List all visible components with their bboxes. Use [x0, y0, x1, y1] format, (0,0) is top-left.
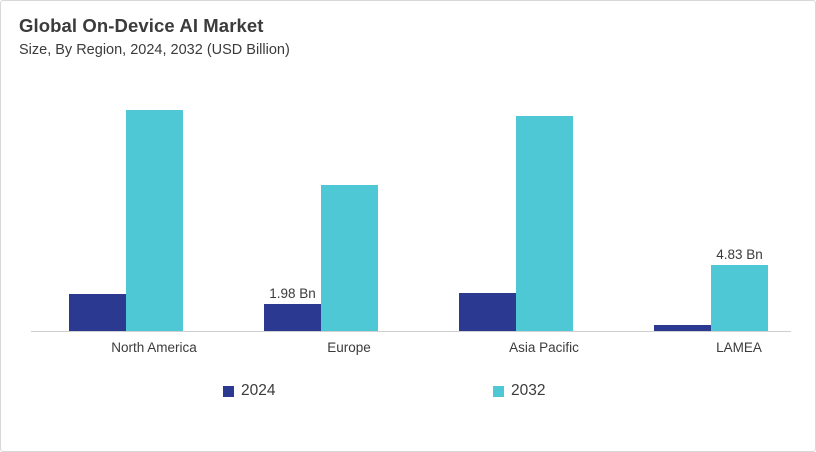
bar-value-label: 4.83 Bn: [716, 247, 763, 262]
chart-header: Global On-Device AI Market Size, By Regi…: [19, 14, 719, 61]
bar-group-lamea: 4.83 Bn: [644, 91, 815, 331]
legend-item-2024[interactable]: 2024: [223, 379, 275, 403]
chart-legend: 2024 2032: [1, 379, 815, 403]
legend-item-2032[interactable]: 2032: [493, 379, 545, 403]
legend-label: 2024: [241, 382, 276, 400]
bar-value-label: 1.98 Bn: [269, 286, 316, 301]
bar-europe-2032[interactable]: [321, 185, 378, 331]
legend-label: 2032: [511, 382, 546, 400]
chart-subtitle: Size, By Region, 2024, 2032 (USD Billion…: [19, 42, 290, 58]
category-label-asia-pacific: Asia Pacific: [509, 340, 579, 355]
bar-asia-pacific-2032[interactable]: [516, 116, 573, 331]
bar-north-america-2032[interactable]: [126, 110, 183, 331]
bar-north-america-2024[interactable]: [69, 294, 126, 331]
bar-lamea-2032[interactable]: 4.83 Bn: [711, 247, 768, 331]
category-label-europe: Europe: [327, 340, 371, 355]
chart-title: Global On-Device AI Market: [19, 15, 264, 36]
bar-europe-2024[interactable]: 1.98 Bn: [264, 286, 321, 331]
bar-lamea-2024[interactable]: [654, 325, 711, 331]
legend-swatch-icon: [493, 385, 504, 397]
bar-asia-pacific-2024[interactable]: [459, 293, 516, 331]
category-label-lamea: LAMEA: [716, 340, 762, 355]
legend-swatch-icon: [223, 385, 234, 397]
category-label-north-america: North America: [111, 340, 197, 355]
bar-group-north-america: [59, 91, 249, 331]
bar-group-europe: 1.98 Bn: [254, 91, 444, 331]
bar-group-asia-pacific: [449, 91, 639, 331]
x-axis-line: [31, 331, 791, 332]
